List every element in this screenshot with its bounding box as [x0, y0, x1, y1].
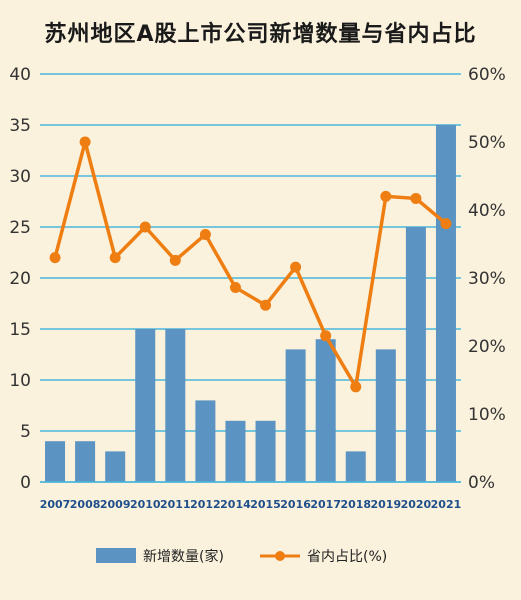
x-tick-label: 2014: [220, 498, 251, 511]
x-tick-label: 2012: [190, 498, 221, 511]
chart-title: 苏州地区A股上市公司新增数量与省内占比: [44, 22, 477, 47]
left-tick-label: 20: [9, 269, 31, 289]
line-point: [79, 136, 91, 148]
line-series: [53, 140, 448, 389]
line-point: [260, 299, 272, 311]
legend-line-label: 省内占比(%): [307, 549, 387, 565]
line-point: [109, 252, 121, 264]
bar: [105, 451, 126, 482]
bar: [225, 420, 246, 482]
line-point: [229, 282, 241, 294]
x-tick-label: 2021: [431, 498, 462, 511]
line-point: [169, 254, 181, 266]
bar: [255, 420, 276, 482]
line-point: [139, 221, 151, 233]
bar: [135, 329, 156, 482]
left-tick-label: 40: [9, 65, 31, 85]
bar: [165, 329, 186, 482]
x-tick-label: 2011: [160, 498, 191, 511]
line-point: [440, 218, 452, 230]
line-point: [290, 261, 302, 273]
bar: [435, 125, 456, 482]
x-tick-label: 2009: [100, 498, 131, 511]
line-point: [410, 192, 422, 204]
bar: [285, 349, 306, 482]
x-tick-label: 2007: [40, 498, 71, 511]
right-tick-label: 60%: [468, 65, 506, 85]
legend-bar-swatch: [96, 548, 136, 563]
x-tick-label: 2016: [280, 498, 311, 511]
x-tick-label: 2018: [340, 498, 371, 511]
right-tick-label: 10%: [468, 405, 506, 425]
bar: [315, 339, 336, 482]
bar: [75, 441, 96, 482]
line-point: [49, 252, 61, 264]
left-tick-label: 15: [9, 320, 31, 340]
left-tick-label: 30: [9, 167, 31, 187]
right-tick-label: 40%: [468, 201, 506, 221]
x-tick-label: 2020: [401, 498, 432, 511]
left-tick-label: 10: [9, 371, 31, 391]
x-tick-label: 2010: [130, 498, 161, 511]
right-tick-label: 30%: [468, 269, 506, 289]
left-tick-label: 5: [20, 422, 31, 442]
bar: [45, 441, 66, 482]
legend-bar-label: 新增数量(家): [143, 548, 224, 565]
right-tick-label: 20%: [468, 337, 506, 357]
right-tick-label: 50%: [468, 133, 506, 153]
left-tick-label: 25: [9, 218, 31, 238]
bar: [375, 349, 396, 482]
bar: [195, 400, 216, 482]
legend-line-marker: [275, 551, 285, 561]
x-tick-label: 2017: [310, 498, 341, 511]
x-tick-label: 2008: [70, 498, 101, 511]
line-point: [380, 190, 392, 202]
left-tick-label: 0: [20, 473, 31, 493]
x-tick-label: 2015: [250, 498, 281, 511]
bar: [345, 451, 366, 482]
line-point: [350, 381, 362, 393]
bar: [405, 227, 426, 482]
right-tick-label: 0%: [468, 473, 495, 493]
line-point: [320, 330, 332, 342]
line-point: [199, 228, 211, 240]
left-tick-label: 35: [9, 116, 31, 136]
x-tick-label: 2019: [371, 498, 402, 511]
